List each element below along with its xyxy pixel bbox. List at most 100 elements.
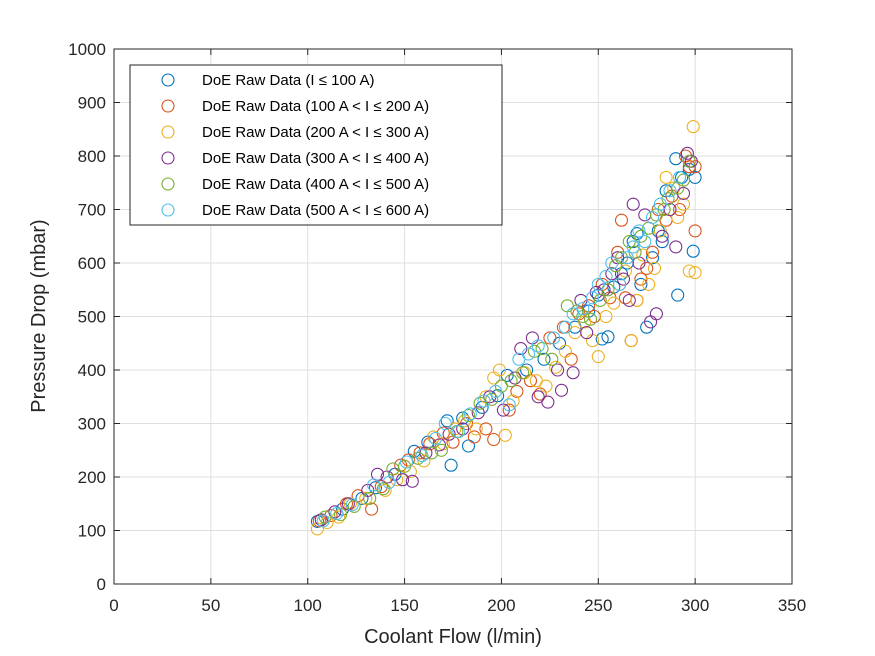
y-tick-label: 300 [78, 415, 106, 434]
data-point [671, 210, 685, 225]
data-point [434, 443, 448, 457]
data-point [647, 261, 662, 275]
data-point [432, 438, 446, 452]
data-point [613, 277, 627, 291]
data-point [645, 245, 660, 259]
data-point [547, 331, 561, 345]
legend-label: DoE Raw Data (500 A < I ≤ 600 A) [202, 202, 429, 219]
data-point [473, 396, 487, 410]
legend-box [129, 64, 503, 226]
x-tick-label: 350 [778, 596, 806, 615]
data-point [663, 184, 677, 198]
data-point [554, 383, 569, 397]
data-point [368, 481, 383, 495]
data-point [558, 344, 572, 358]
data-point [630, 293, 644, 307]
legend-label: DoE Raw Data (200 A < I ≤ 300 A) [202, 124, 429, 141]
data-point [367, 478, 381, 492]
data-point [599, 309, 613, 324]
data-point [580, 326, 594, 340]
data-point [378, 483, 392, 497]
data-point [314, 513, 328, 527]
x-tick-label: 50 [201, 596, 220, 615]
data-point [461, 408, 476, 423]
data-point [537, 352, 551, 366]
data-point [682, 264, 696, 278]
data-point [620, 251, 634, 265]
y-axis-title: Pressure Drop (mbar) [28, 219, 50, 412]
data-point [655, 235, 669, 249]
data-point [583, 312, 598, 326]
data-point [456, 422, 470, 436]
data-point [642, 277, 656, 291]
data-point [659, 170, 673, 184]
data-points [310, 120, 702, 536]
legend-marker [161, 73, 175, 87]
data-point [506, 394, 520, 408]
data-point [607, 296, 621, 310]
data-point [417, 454, 431, 468]
x-tick-label: 150 [390, 596, 418, 615]
x-tick-label: 250 [584, 596, 612, 615]
data-point [605, 267, 619, 281]
data-point [510, 384, 524, 398]
data-point [614, 213, 629, 227]
legend-label: DoE Raw Data (400 A < I ≤ 500 A) [202, 176, 429, 193]
data-point [438, 416, 452, 431]
data-point [605, 256, 619, 270]
data-point [566, 366, 580, 380]
data-point [630, 227, 644, 241]
x-tick-label: 100 [294, 596, 322, 615]
legend-marker [161, 177, 175, 191]
data-point [440, 414, 454, 428]
data-point [578, 315, 592, 329]
data-point [469, 422, 483, 436]
data-point [504, 374, 518, 388]
legend-marker [161, 99, 175, 113]
data-point [558, 320, 572, 334]
data-point [463, 407, 477, 421]
data-point [452, 424, 466, 439]
data-point [576, 309, 590, 324]
data-point [467, 430, 481, 444]
data-point [479, 422, 493, 436]
data-point [539, 379, 553, 393]
x-axis-title: Coolant Flow (l/min) [364, 626, 542, 648]
data-point [688, 224, 702, 238]
data-point [626, 197, 640, 211]
data-point [399, 455, 414, 469]
x-tick-label: 300 [681, 596, 709, 615]
legend-marker [161, 125, 175, 139]
data-point [429, 431, 443, 446]
data-point [330, 506, 344, 520]
y-tick-label: 100 [78, 522, 106, 541]
data-point [545, 352, 559, 366]
data-point [396, 473, 410, 487]
legend-marker [161, 151, 175, 165]
data-point [676, 173, 691, 187]
data-point [359, 491, 373, 505]
data-point [316, 514, 330, 528]
x-tick-labels: 0 50 100 150 200 250 300 350 [109, 596, 806, 615]
legend-label: DoE Raw Data (I ≤ 100 A) [202, 72, 374, 89]
legend-label: DoE Raw Data (300 A < I ≤ 400 A) [202, 150, 429, 167]
data-point [516, 366, 530, 380]
data-point [638, 235, 652, 249]
data-point [624, 334, 638, 348]
y-tick-labels: 0 100 200 300 400 500 600 700 800 900 1000 [68, 40, 106, 594]
data-point [374, 480, 388, 494]
data-point [593, 293, 607, 307]
data-point [688, 266, 702, 280]
data-point [682, 154, 696, 168]
data-point [676, 197, 691, 211]
data-point [645, 251, 660, 265]
data-point [405, 474, 419, 488]
data-point [502, 398, 516, 412]
data-point [535, 342, 549, 356]
data-point [626, 240, 640, 254]
data-point [461, 439, 476, 453]
data-point [541, 395, 555, 409]
data-point [498, 428, 512, 442]
data-point [686, 120, 700, 134]
